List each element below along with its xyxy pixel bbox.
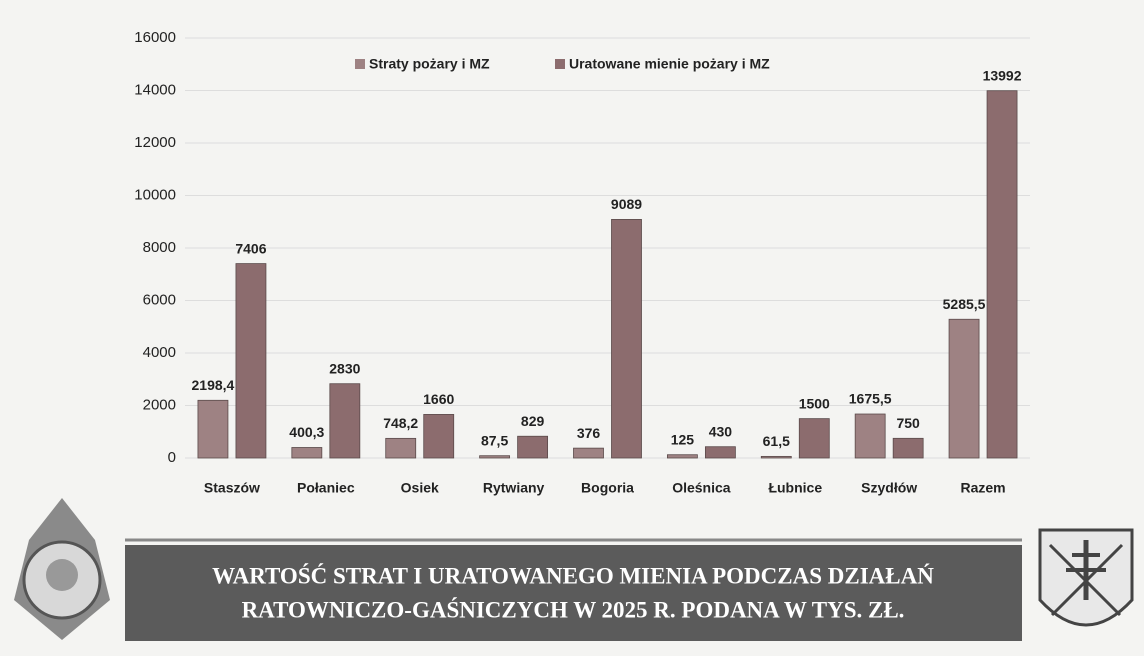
data-label: 1675,5 xyxy=(849,391,892,407)
data-label: 430 xyxy=(709,423,733,439)
bar xyxy=(573,447,604,459)
chart-title: RATOWNICZO-GAŚNICZYCH W 2025 R. PODANA W… xyxy=(242,596,905,622)
data-label: 7406 xyxy=(235,240,266,256)
data-label: 125 xyxy=(671,431,695,447)
bar xyxy=(329,383,361,459)
x-tick-label: Bogoria xyxy=(581,480,634,496)
title-banner xyxy=(125,545,1022,641)
bar xyxy=(704,446,736,459)
y-tick-label: 10000 xyxy=(134,186,176,203)
x-tick-label: Szydłów xyxy=(861,480,917,496)
legend-label: Uratowane mienie pożary i MZ xyxy=(569,56,770,72)
x-tick-label: Staszów xyxy=(204,480,260,496)
data-label: 748,2 xyxy=(383,415,418,431)
y-tick-label: 6000 xyxy=(143,291,176,308)
y-tick-label: 8000 xyxy=(143,239,176,256)
bar xyxy=(517,435,549,459)
data-label: 61,5 xyxy=(763,433,790,449)
bar xyxy=(611,219,642,459)
data-label: 2198,4 xyxy=(192,377,235,393)
chart-title: WARTOŚĆ STRAT I URATOWANEGO MIENIA PODCZ… xyxy=(212,562,934,588)
x-tick-label: Rytwiany xyxy=(483,480,545,496)
x-tick-label: Oleśnica xyxy=(672,480,731,496)
bar xyxy=(760,455,792,459)
bar xyxy=(479,455,511,459)
data-label: 1660 xyxy=(423,391,454,407)
bar xyxy=(423,414,455,459)
data-label: 87,5 xyxy=(481,432,508,448)
data-label: 750 xyxy=(896,415,920,431)
bar xyxy=(666,454,698,459)
data-label: 829 xyxy=(521,413,545,429)
data-label: 1500 xyxy=(799,395,830,411)
data-label: 9089 xyxy=(611,196,642,212)
bar xyxy=(235,263,267,459)
y-tick-label: 4000 xyxy=(143,344,176,361)
x-tick-label: Łubnice xyxy=(768,480,822,496)
legend-swatch xyxy=(355,59,365,69)
right-logo xyxy=(1038,528,1134,627)
bar xyxy=(798,418,830,459)
bar xyxy=(892,437,924,459)
y-tick-label: 14000 xyxy=(134,81,176,98)
y-tick-label: 12000 xyxy=(134,134,176,151)
bar xyxy=(385,437,417,459)
data-label: 376 xyxy=(577,425,601,441)
y-tick-label: 16000 xyxy=(134,29,176,46)
x-tick-label: Razem xyxy=(960,480,1005,496)
data-label: 13992 xyxy=(983,67,1022,83)
x-tick-label: Osiek xyxy=(401,480,439,496)
bar xyxy=(291,447,323,459)
left-logo xyxy=(14,498,110,640)
x-tick-label: Połaniec xyxy=(297,480,355,496)
bar xyxy=(948,318,980,459)
data-label: 2830 xyxy=(329,360,360,376)
y-tick-label: 0 xyxy=(168,449,176,466)
bar xyxy=(854,413,886,459)
data-label: 400,3 xyxy=(289,424,324,440)
bar xyxy=(197,399,229,459)
legend-swatch xyxy=(555,59,565,69)
y-tick-label: 2000 xyxy=(143,396,176,413)
legend-label: Straty pożary i MZ xyxy=(369,56,490,72)
bar xyxy=(986,90,1018,459)
data-label: 5285,5 xyxy=(943,296,986,312)
